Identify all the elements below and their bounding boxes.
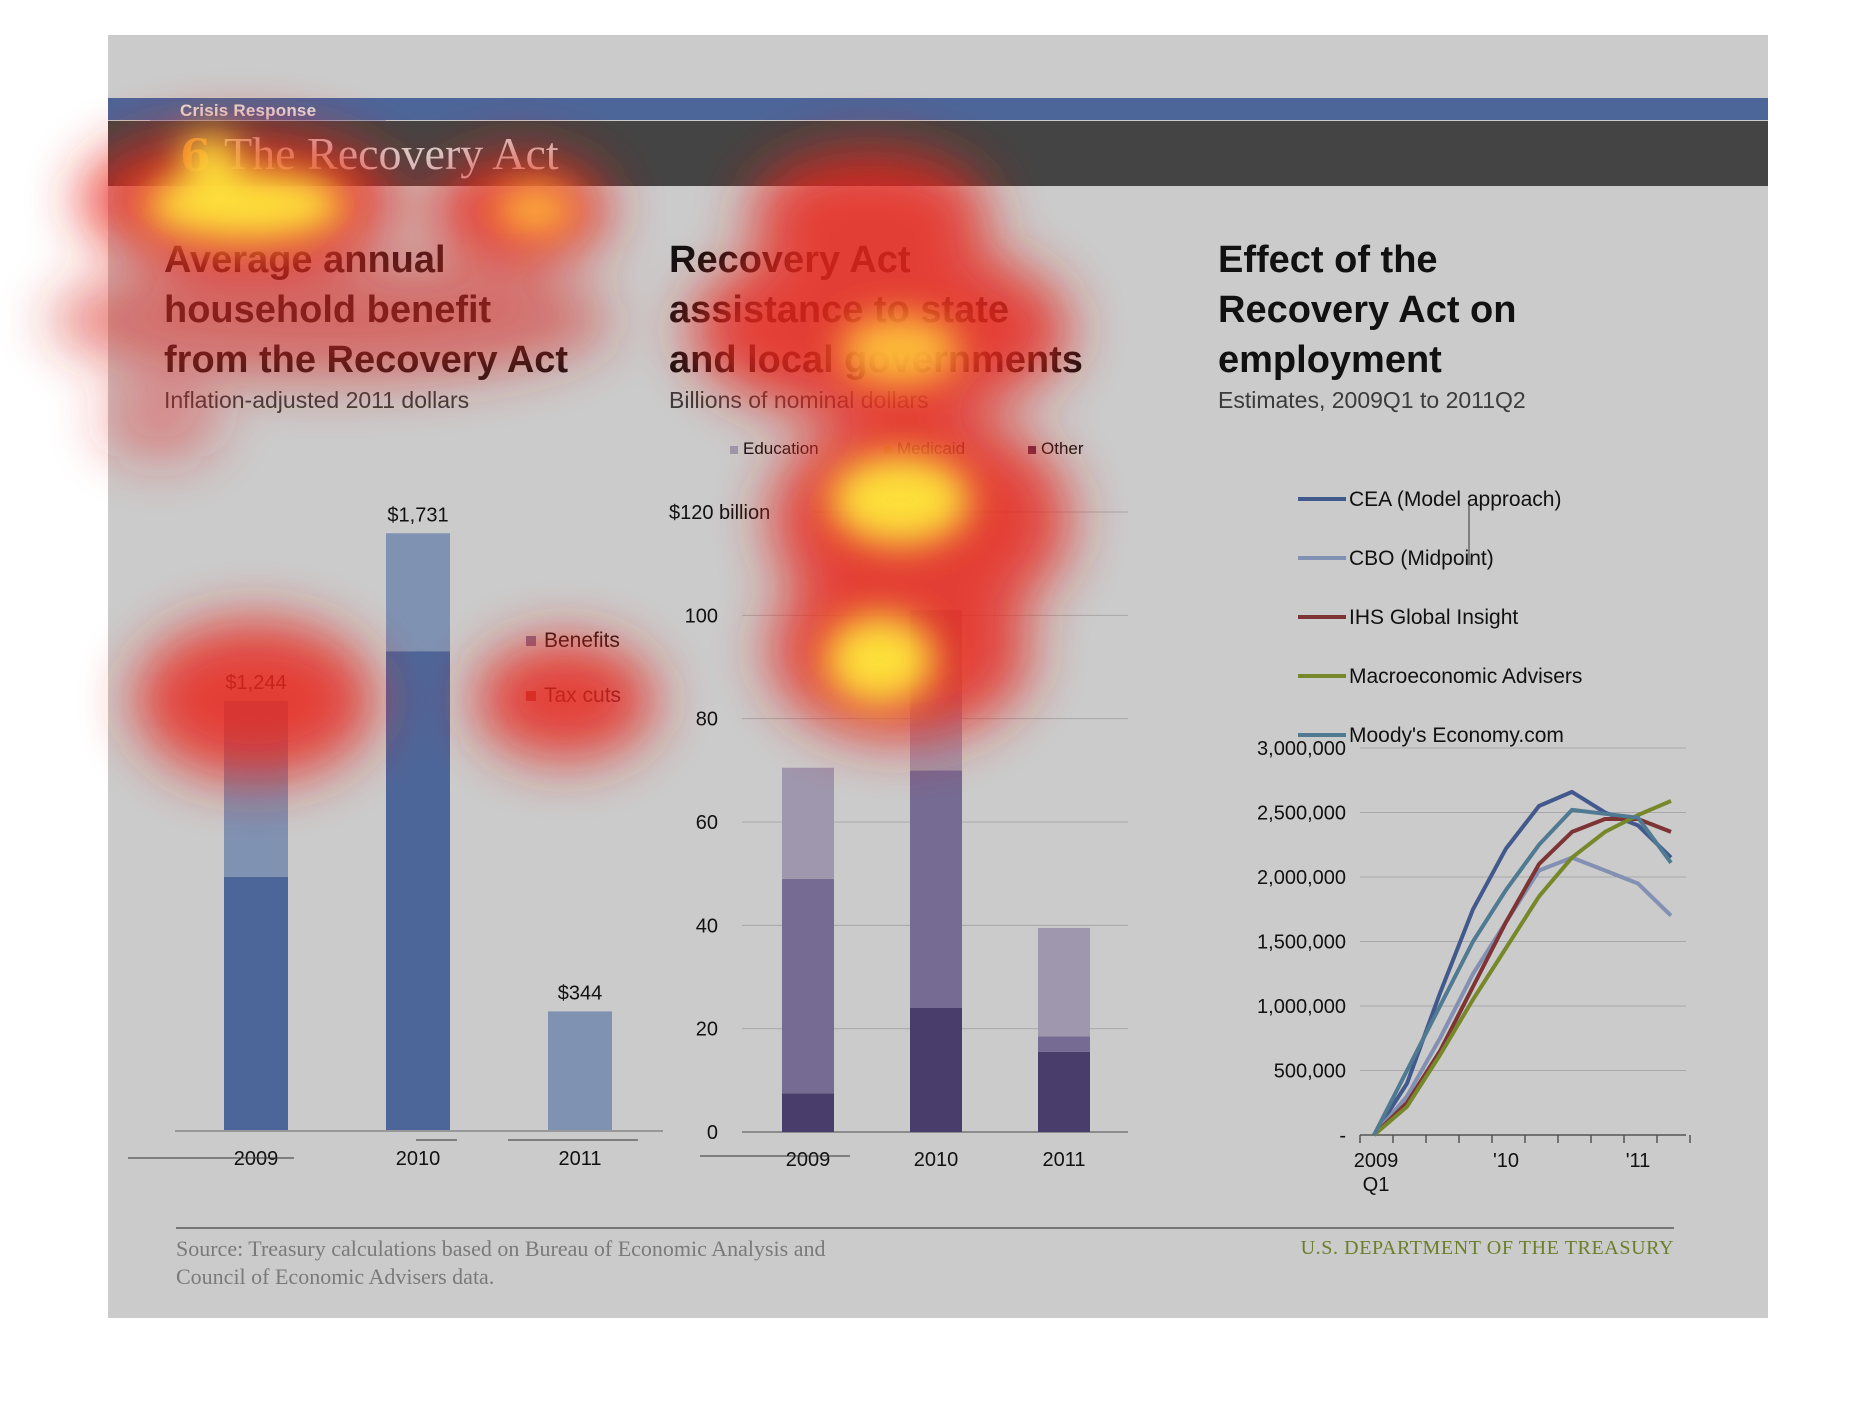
c2-legend-label: Education: [743, 439, 819, 458]
c2-bar-other: [1038, 1051, 1090, 1132]
c3-legend-label: Moody's Economy.com: [1349, 724, 1564, 747]
c2-bar-other: [782, 1093, 834, 1132]
section-band: [108, 98, 1768, 120]
c2-bar-medicaid: [1038, 1036, 1090, 1052]
panel-3-title-line: employment: [1218, 339, 1442, 381]
c2-legend-swatch: [730, 446, 738, 454]
c3-series-line: [1372, 799, 1672, 1137]
slide: Crisis Response 6 The Recovery Act Avera…: [108, 35, 1768, 1318]
c2-y-tick-label: 20: [696, 1019, 718, 1041]
c3-x-tick-label: Q1: [1363, 1174, 1390, 1196]
c3-y-tick-label: -: [1339, 1125, 1346, 1147]
c3-legend-label: IHS Global Insight: [1349, 606, 1518, 629]
c2-legend-label: Other: [1041, 439, 1084, 458]
section-label: Crisis Response: [180, 101, 317, 120]
source-note: Source: Treasury calculations based on B…: [176, 1235, 1076, 1291]
c1-bar-tax-cuts: [386, 651, 450, 1130]
charts-canvas: $1,244 2009 $1,731 2010 $344 2011 Benefits Tax …: [128, 439, 1691, 1196]
c1-data-label: $1,244: [225, 672, 286, 694]
c2-bar-education: [910, 610, 962, 771]
c3-x-tick-label: '11: [1626, 1150, 1651, 1172]
c1-bar-benefits: [386, 533, 450, 652]
c1-legend-swatch: [526, 691, 536, 701]
c1-x-tick-label: 2010: [396, 1148, 441, 1170]
c3-y-tick-label: 2,000,000: [1257, 867, 1346, 889]
c2-bar-medicaid: [782, 878, 834, 1094]
c1-bar-tax-cuts: [224, 876, 288, 1130]
c3-y-tick-label: 2,500,000: [1257, 803, 1346, 825]
c2-x-tick-label: 2011: [1042, 1149, 1085, 1171]
c1-x-tick-label: 2011: [558, 1148, 601, 1170]
c1-x-tick-label: 2009: [234, 1148, 279, 1170]
c3-legend-label: CEA (Model approach): [1349, 488, 1561, 511]
c2-y-tick-label: 60: [696, 812, 718, 834]
c3-y-tick-label: 3,000,000: [1257, 738, 1346, 760]
c3-x-tick-label: '10: [1493, 1150, 1519, 1172]
c2-x-tick-label: 2010: [914, 1149, 959, 1171]
c3-y-tick-label: 1,000,000: [1257, 996, 1346, 1018]
c1-data-label: $344: [558, 982, 603, 1004]
c3-series-line: [1372, 807, 1673, 1136]
c2-y-tick-label: 0: [707, 1122, 718, 1144]
footer-rule: [176, 1227, 1674, 1229]
c2-bar-education: [1038, 927, 1090, 1037]
c1-bar-benefits: [548, 1011, 612, 1130]
c3-legend-label: Macroeconomic Advisers: [1349, 665, 1582, 688]
agency-name: U.S. DEPARTMENT OF THE TREASURY: [1300, 1237, 1674, 1259]
panel-3-title: Effect of the Recovery Act on employment: [1218, 235, 1516, 385]
c1-legend-label: Benefits: [544, 629, 620, 652]
c1-legend-label: Tax cuts: [544, 684, 621, 707]
c1-legend-swatch: [526, 636, 536, 646]
c2-legend-swatch: [884, 446, 892, 454]
c3-y-tick-label: 500,000: [1274, 1061, 1346, 1083]
panel-3-title-line: Recovery Act on: [1218, 289, 1517, 331]
panel-3-title-line: Effect of the: [1218, 239, 1438, 281]
panel-3-subtitle: Estimates, 2009Q1 to 2011Q2: [1218, 387, 1526, 413]
source-line: Source: Treasury calculations based on B…: [176, 1236, 826, 1261]
c3-series-line: [1372, 855, 1673, 1137]
c3-y-tick-label: 1,500,000: [1257, 932, 1346, 954]
c2-y-tick-label: $120 billion: [669, 502, 770, 524]
c3-x-tick-label: 2009: [1354, 1150, 1399, 1172]
c2-bar-medicaid: [910, 770, 962, 1008]
c2-legend-label: Medicaid: [897, 439, 965, 458]
c2-x-tick-label: 2009: [786, 1149, 831, 1171]
c2-y-tick-label: 40: [696, 915, 718, 937]
c2-legend-swatch: [1028, 446, 1036, 454]
c2-y-tick-label: 100: [685, 605, 718, 627]
c3-series-line: [1372, 817, 1672, 1137]
c1-bar-benefits: [224, 701, 288, 877]
c2-bar-education: [782, 767, 834, 879]
c3-legend-label: CBO (Midpoint): [1349, 547, 1494, 570]
source-line: Council of Economic Advisers data.: [176, 1264, 495, 1289]
c1-data-label: $1,731: [387, 504, 448, 526]
section-rule: [150, 120, 386, 121]
c2-bar-other: [910, 1008, 962, 1132]
c2-y-tick-label: 80: [696, 709, 718, 731]
